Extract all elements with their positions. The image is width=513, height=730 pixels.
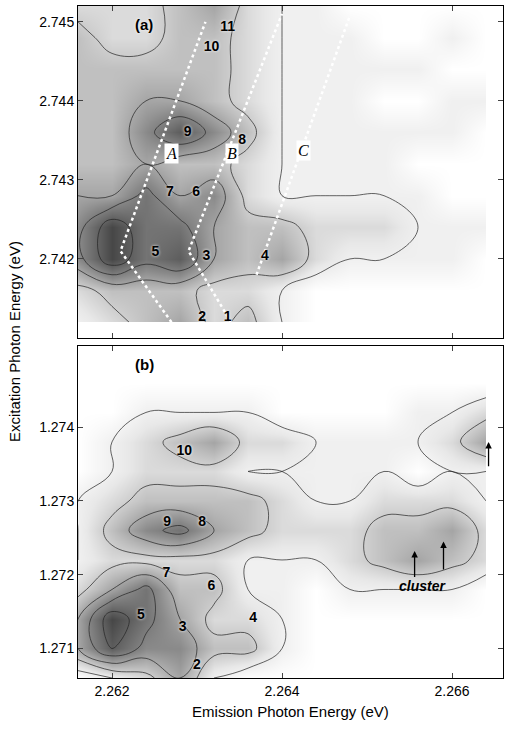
svg-text:1.271: 1.271 [39,640,74,656]
svg-text:2.262: 2.262 [94,683,129,699]
svg-text:2.744: 2.744 [39,93,74,109]
svg-text:8: 8 [198,513,206,529]
svg-text:7: 7 [163,564,171,580]
svg-text:5: 5 [137,606,145,622]
svg-text:11: 11 [220,18,235,34]
svg-text:1.273: 1.273 [39,493,74,509]
svg-text:Excitation Photon Energy (eV): Excitation Photon Energy (eV) [6,241,23,442]
svg-text:8: 8 [238,131,246,147]
svg-text:1.274: 1.274 [39,419,74,435]
svg-text:2: 2 [193,656,201,672]
svg-text:10: 10 [176,442,192,458]
svg-text:3: 3 [202,247,210,263]
svg-text:10: 10 [204,38,220,54]
svg-text:5: 5 [151,243,159,259]
svg-text:4: 4 [261,247,269,263]
svg-text:A: A [166,145,177,162]
svg-text:9: 9 [184,123,192,139]
svg-text:(a): (a) [135,16,153,33]
svg-text:7: 7 [166,183,174,199]
svg-text:2: 2 [198,308,206,324]
svg-text:2.743: 2.743 [39,172,74,188]
svg-text:1: 1 [224,308,232,324]
svg-text:6: 6 [208,577,216,593]
svg-text:6: 6 [192,183,200,199]
svg-text:3: 3 [179,618,187,634]
svg-text:2.745: 2.745 [39,14,74,30]
svg-text:cluster: cluster [399,578,446,594]
svg-text:(b): (b) [135,356,154,373]
svg-text:1.272: 1.272 [39,567,74,583]
svg-text:9: 9 [163,513,171,529]
svg-text:Emission Photon Energy (eV): Emission Photon Energy (eV) [192,703,389,720]
svg-text:B: B [227,145,237,162]
svg-text:C: C [298,142,309,159]
svg-text:2.264: 2.264 [264,683,299,699]
svg-text:4: 4 [249,609,257,625]
svg-text:2.742: 2.742 [39,251,74,267]
svg-text:2.266: 2.266 [434,683,469,699]
